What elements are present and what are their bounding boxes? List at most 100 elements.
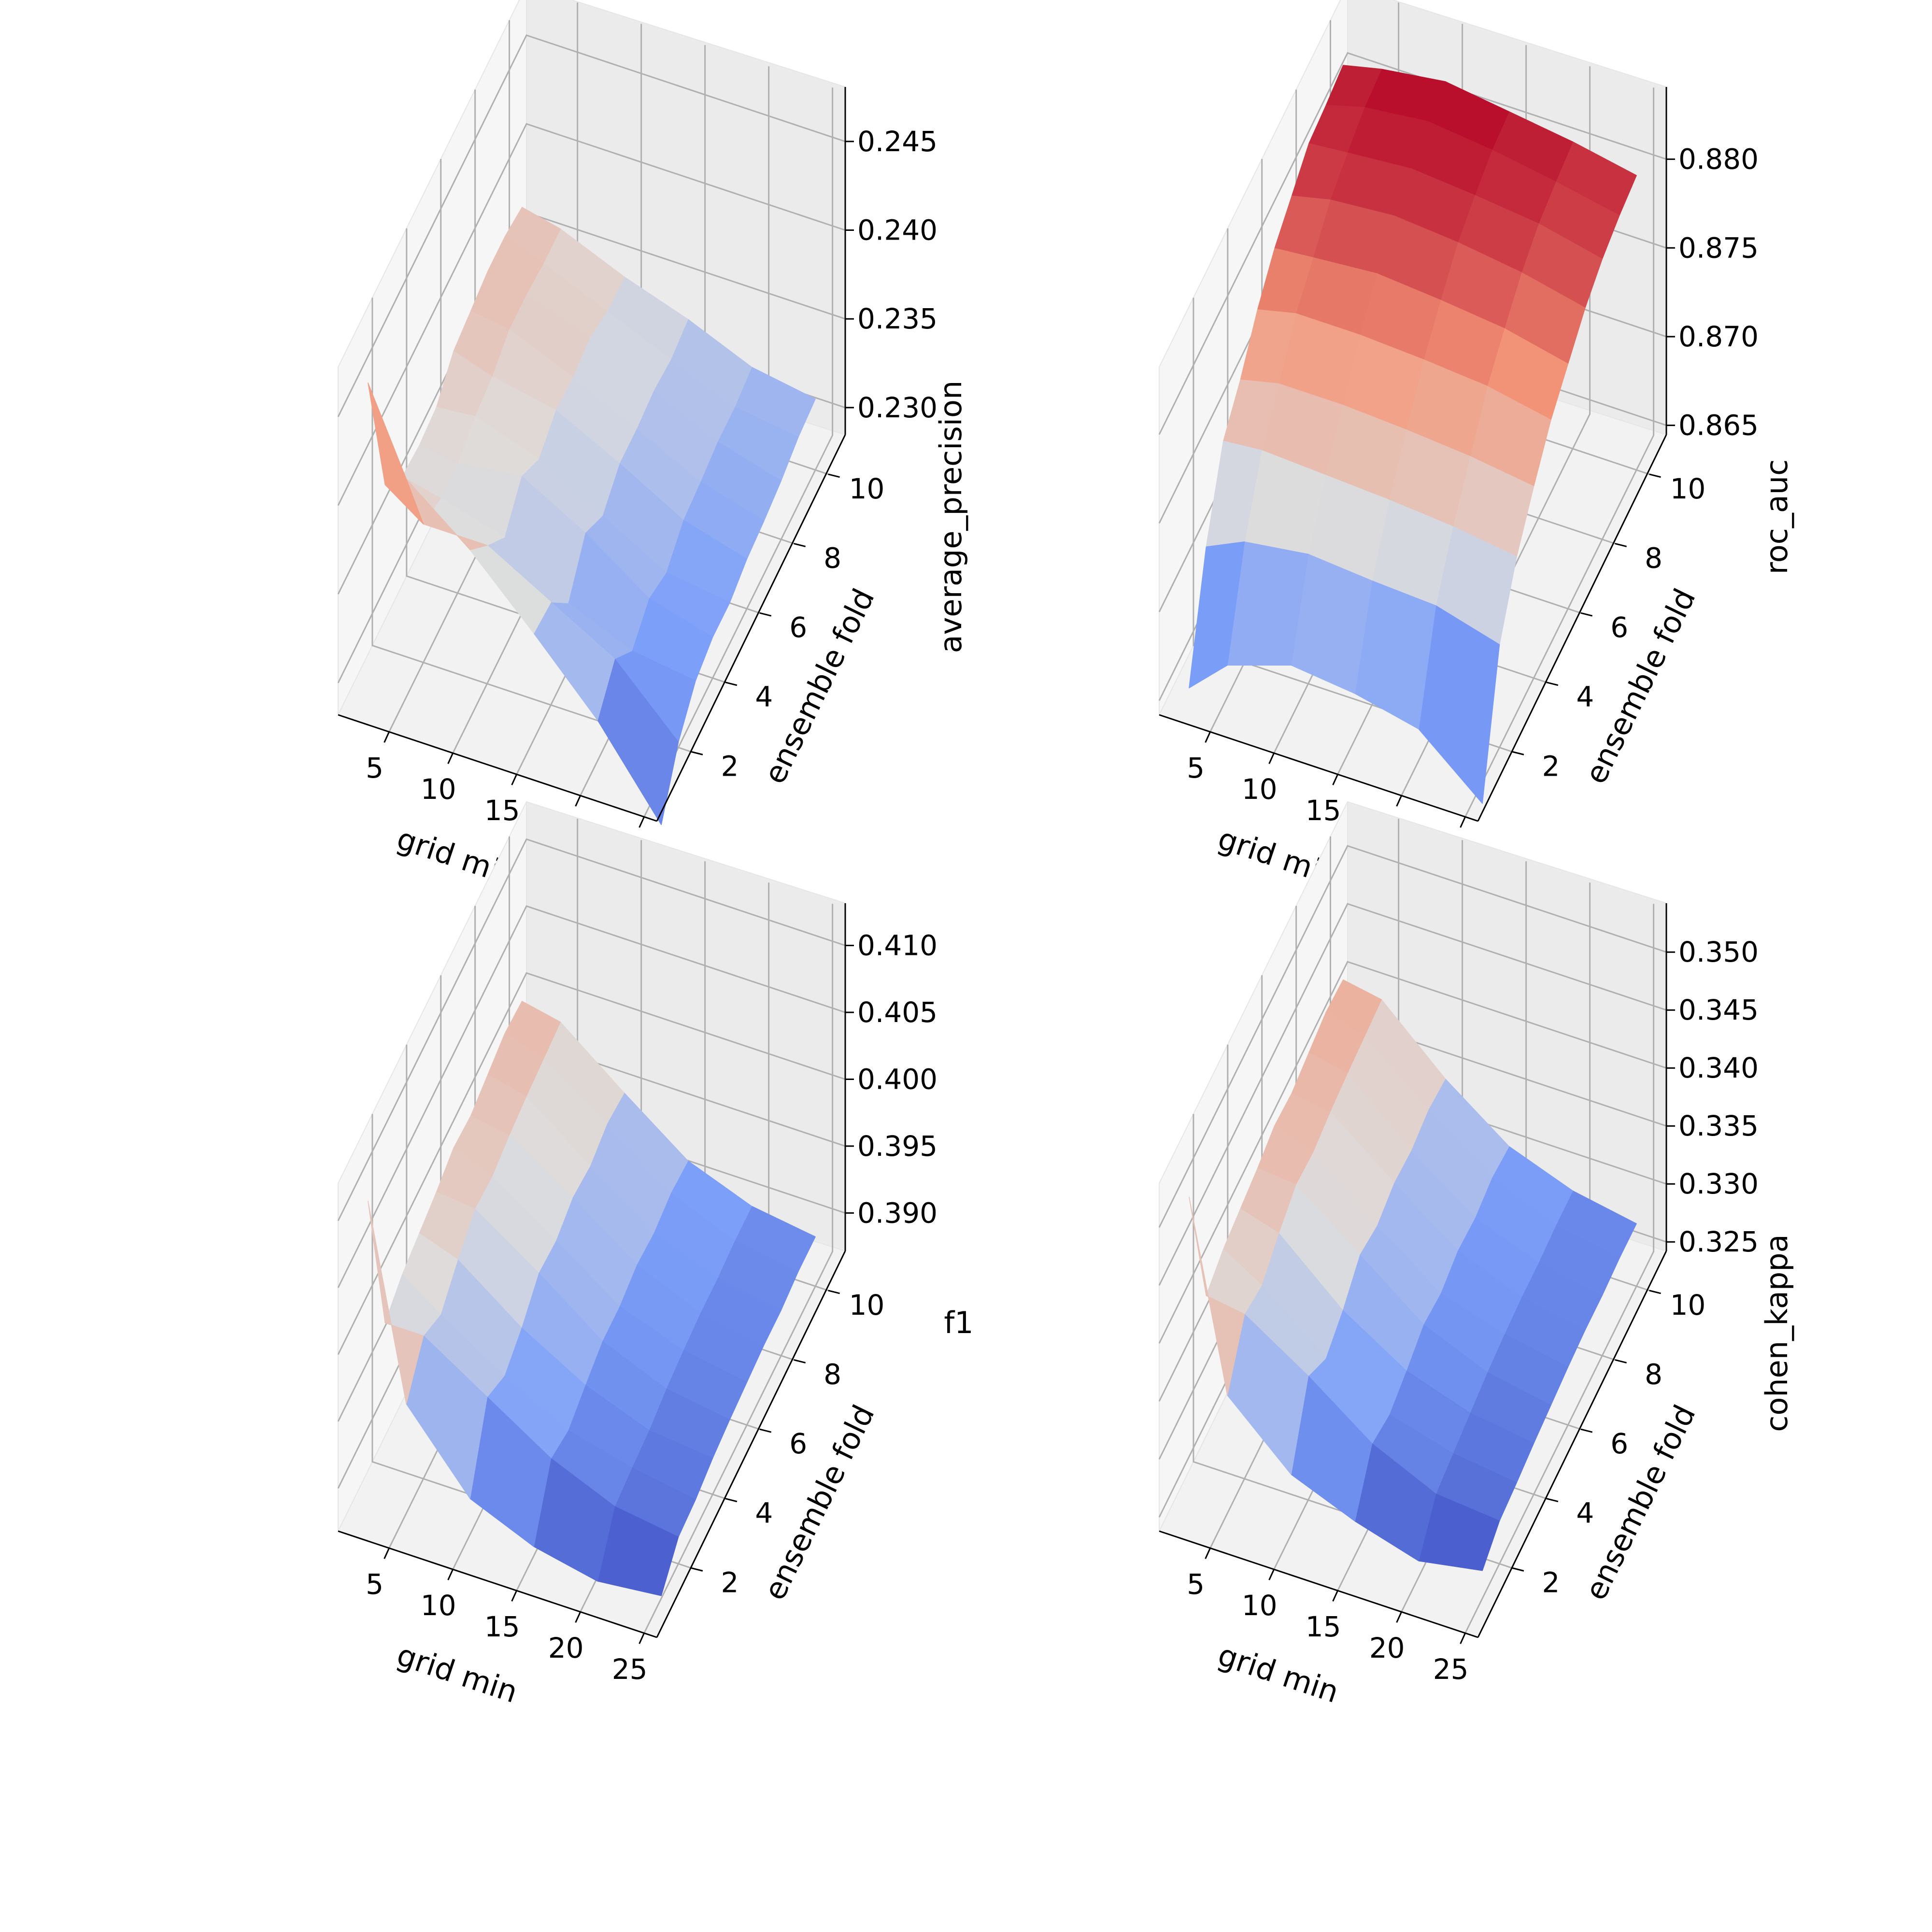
x-tick: [1205, 731, 1211, 743]
x-tick: [384, 1548, 390, 1559]
z-axis-title: cohen_kappa: [1759, 1234, 1794, 1432]
x-tick: [1332, 1590, 1338, 1602]
y-tick-label: 4: [755, 1497, 773, 1530]
z-tick-label: 0.245: [857, 125, 938, 158]
y-tick-label: 8: [1645, 1358, 1662, 1391]
y-tick-label: 8: [1645, 541, 1662, 574]
x-axis-line: [338, 714, 657, 822]
y-tick: [1512, 1567, 1524, 1572]
y-axis-title: ensemble fold: [757, 1399, 881, 1605]
y-axis-line: [656, 434, 846, 822]
y-tick-label: 2: [1542, 750, 1560, 782]
x-tick-label: 15: [484, 1610, 520, 1643]
x-tick-label: 15: [484, 794, 520, 827]
z-tick-label: 0.230: [857, 391, 938, 424]
y-tick-label: 10: [1670, 1289, 1706, 1321]
x-tick: [384, 731, 390, 743]
x-tick-label: 25: [1433, 1653, 1469, 1686]
x-tick: [511, 774, 517, 785]
x-tick: [639, 816, 645, 828]
surface-patch: [368, 1200, 424, 1405]
y-tick-label: 8: [824, 541, 841, 574]
z-tick-label: 0.325: [1678, 1225, 1759, 1258]
surface-panel-f1: 5 10 15 20 25 2 4 6 8 10 0.390 0.395 0.400 0.405 0.410…: [337, 801, 974, 1710]
y-tick: [725, 1498, 738, 1503]
x-tick-label: 5: [1187, 1568, 1205, 1601]
x-tick: [1396, 795, 1402, 807]
x-tick: [575, 1611, 581, 1623]
surface-patch: [368, 382, 424, 525]
x-tick-label: 10: [1242, 1589, 1278, 1622]
z-tick-label: 0.335: [1678, 1109, 1759, 1142]
y-axis-title: ensemble fold: [1578, 583, 1703, 789]
y-tick: [1546, 682, 1559, 686]
x-tick: [1332, 774, 1338, 785]
x-tick: [1460, 816, 1466, 828]
y-tick-label: 2: [1542, 1566, 1560, 1599]
surface-panel-cohen-kappa: 5 10 15 20 25 2 4 6 8 10 0.325 0.330 0.335 0.340 0.345…: [1158, 801, 1794, 1710]
y-tick-label: 8: [824, 1358, 841, 1391]
x-tick: [1268, 753, 1275, 764]
z-tick-label: 0.880: [1678, 143, 1759, 176]
x-tick-label: 25: [612, 1653, 648, 1686]
y-tick-label: 2: [721, 750, 739, 782]
x-tick-label: 5: [366, 752, 384, 784]
y-tick: [794, 1359, 806, 1364]
y-tick: [691, 1567, 703, 1572]
z-tick-label: 0.870: [1678, 320, 1759, 353]
z-tick-label: 0.865: [1678, 409, 1759, 442]
y-tick-label: 6: [789, 611, 807, 644]
x-tick-label: 20: [548, 1632, 584, 1664]
x-axis-line: [1159, 1530, 1478, 1638]
x-axis-line: [1159, 714, 1478, 822]
y-axis-title: ensemble fold: [1578, 1399, 1703, 1605]
y-tick-label: 10: [849, 472, 885, 505]
y-tick: [828, 1290, 840, 1294]
y-axis-line: [1477, 1250, 1667, 1638]
z-tick-label: 0.405: [857, 996, 938, 1029]
y-tick: [1615, 542, 1627, 547]
x-tick-label: 5: [1187, 752, 1205, 784]
x-tick: [1205, 1548, 1211, 1559]
x-tick: [1268, 1569, 1275, 1580]
z-tick-label: 0.340: [1678, 1051, 1759, 1084]
x-tick-label: 20: [1369, 1632, 1405, 1664]
y-tick-label: 6: [1610, 611, 1628, 644]
y-tick: [725, 682, 738, 686]
x-tick: [447, 753, 454, 764]
y-tick: [828, 473, 840, 478]
y-tick: [1546, 1498, 1559, 1503]
x-axis-title: grid min: [1214, 1637, 1343, 1710]
x-tick: [639, 1633, 645, 1644]
z-tick-label: 0.400: [857, 1063, 938, 1095]
x-tick-label: 5: [366, 1568, 384, 1601]
y-axis-line: [656, 1250, 846, 1638]
y-tick-label: 6: [1610, 1427, 1628, 1460]
z-axis-title: roc_auc: [1759, 459, 1794, 575]
y-tick-label: 4: [755, 681, 773, 713]
surface: [1189, 979, 1637, 1571]
y-tick: [1512, 751, 1524, 755]
y-tick-label: 10: [1670, 472, 1706, 505]
z-axis-title: average_precision: [933, 381, 968, 653]
x-tick: [575, 795, 581, 807]
y-tick: [759, 612, 772, 617]
y-tick: [1649, 473, 1661, 478]
y-tick-label: 2: [721, 1566, 739, 1599]
x-tick-label: 10: [1242, 773, 1278, 806]
x-axis-line: [338, 1530, 657, 1638]
y-tick-label: 4: [1576, 681, 1594, 713]
y-tick: [1580, 612, 1593, 617]
x-tick-label: 15: [1306, 1610, 1341, 1643]
z-tick-label: 0.345: [1678, 994, 1759, 1026]
x-tick-label: 10: [421, 1589, 456, 1622]
y-tick: [1615, 1359, 1627, 1364]
surface: [1189, 65, 1637, 804]
x-tick-label: 15: [1306, 794, 1341, 827]
x-axis-title: grid min: [393, 1637, 522, 1710]
z-tick-label: 0.330: [1678, 1167, 1759, 1200]
y-tick: [794, 542, 806, 547]
surface-panel-roc-auc: 5101520252468100.8650.8700.8750.880grid …: [1158, 0, 1794, 894]
x-tick: [511, 1590, 517, 1602]
